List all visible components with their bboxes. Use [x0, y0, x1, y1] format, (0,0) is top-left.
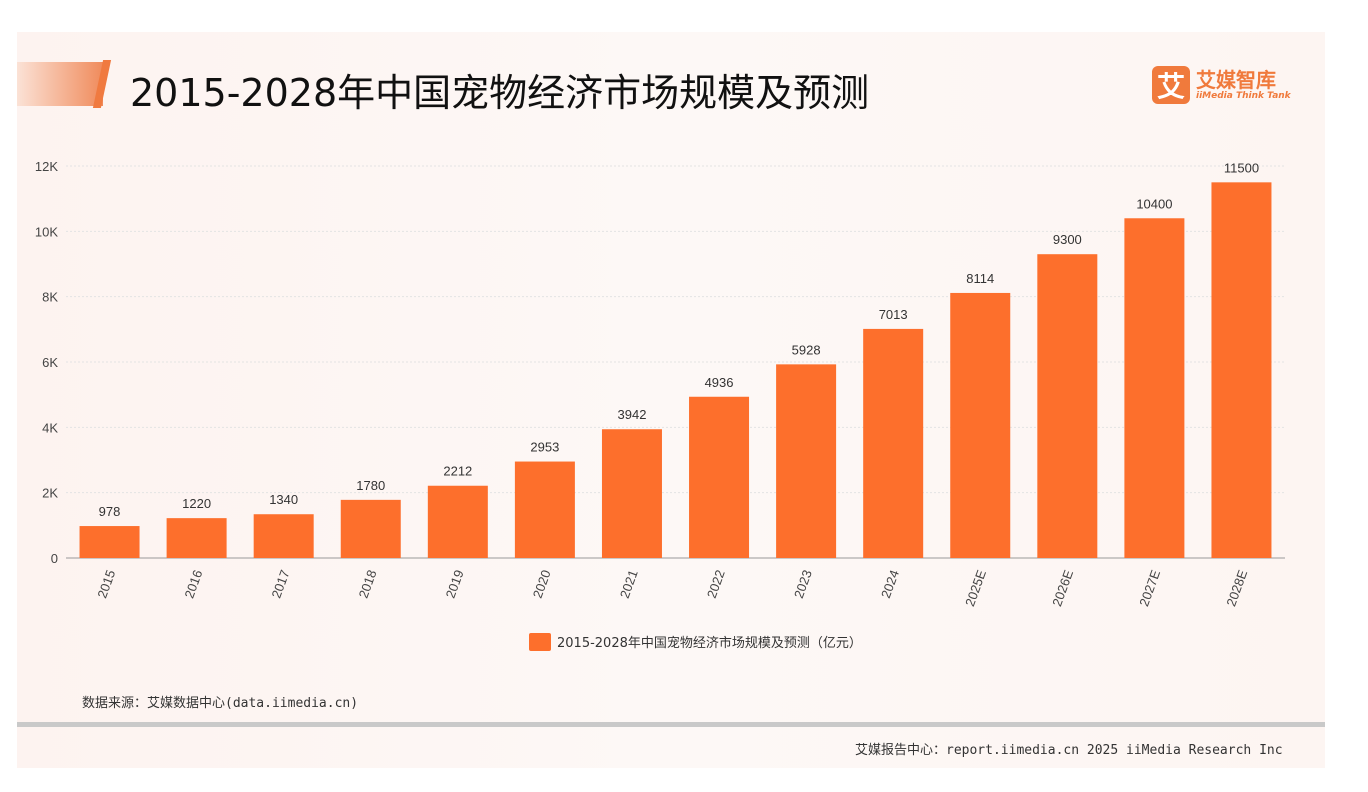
bar-2028E — [1211, 182, 1272, 559]
x-tick-label: 2022 — [704, 568, 728, 600]
x-tick-label: 2028E — [1223, 568, 1250, 609]
bar-2025E — [950, 292, 1011, 558]
bar-2015 — [79, 526, 140, 558]
logo-name-en: iiMedia Think Tank — [1196, 91, 1291, 101]
bar-2019 — [427, 485, 488, 558]
logo: 艾 艾媒智库 iiMedia Think Tank — [1152, 66, 1291, 104]
bar-2020 — [514, 461, 575, 558]
bar-2023 — [776, 364, 837, 558]
footer-divider — [17, 722, 1325, 727]
data-label: 3942 — [618, 407, 647, 422]
data-label: 1780 — [356, 478, 385, 493]
x-tick-label: 2016 — [181, 568, 205, 600]
data-label: 2953 — [530, 440, 559, 455]
y-tick-label: 10K — [35, 224, 58, 239]
x-tick-label: 2027E — [1136, 568, 1163, 609]
bar-2021 — [601, 429, 662, 558]
x-tick-label: 2023 — [791, 568, 815, 600]
data-label: 4936 — [705, 375, 734, 390]
x-tick-label: 2024 — [878, 568, 902, 600]
x-tick-label: 2025E — [962, 568, 989, 609]
y-tick-label: 4K — [42, 420, 58, 435]
bar-2024 — [863, 328, 924, 558]
bar-2022 — [689, 396, 750, 558]
footer-credit: 艾媒报告中心：report.iimedia.cn 2025 iiMedia Re… — [855, 743, 1283, 758]
bar-2017 — [253, 514, 314, 558]
logo-icon: 艾 — [1152, 66, 1190, 104]
logo-name-cn: 艾媒智库 — [1196, 68, 1276, 92]
y-tick-label: 12K — [35, 159, 58, 174]
x-tick-label: 2020 — [530, 568, 554, 600]
bar-2027E — [1124, 218, 1185, 558]
data-label: 10400 — [1136, 196, 1172, 211]
y-tick-label: 8K — [42, 290, 58, 305]
x-tick-label: 2021 — [617, 568, 641, 600]
data-label: 1340 — [269, 492, 298, 507]
data-label: 2212 — [443, 464, 472, 479]
y-tick-label: 2K — [42, 486, 58, 501]
bar-2026E — [1037, 254, 1098, 558]
data-label: 9300 — [1053, 232, 1082, 247]
x-tick-label: 2018 — [356, 568, 380, 600]
x-tick-label: 2015 — [94, 568, 118, 600]
title-accent-bar — [17, 62, 103, 106]
x-tick-label: 2017 — [269, 568, 293, 600]
chart-card — [17, 32, 1325, 768]
legend-swatch — [529, 633, 551, 651]
data-label: 11500 — [1224, 160, 1259, 175]
bar-2018 — [340, 499, 401, 558]
page-title: 2015-2028年中国宠物经济市场规模及预测 — [130, 71, 870, 115]
legend-label: 2015-2028年中国宠物经济市场规模及预测（亿元） — [557, 635, 862, 651]
data-label: 978 — [99, 504, 121, 519]
x-tick-label: 2026E — [1049, 568, 1076, 609]
data-label: 5928 — [792, 342, 821, 357]
bar-2016 — [166, 518, 227, 558]
data-label: 8114 — [966, 271, 994, 286]
y-tick-label: 0 — [51, 551, 58, 566]
y-tick-label: 6K — [42, 355, 58, 370]
data-source: 数据来源：艾媒数据中心(data.iimedia.cn) — [82, 696, 359, 711]
data-label: 7013 — [879, 307, 908, 322]
data-label: 1220 — [182, 496, 211, 511]
x-tick-label: 2019 — [443, 568, 467, 600]
